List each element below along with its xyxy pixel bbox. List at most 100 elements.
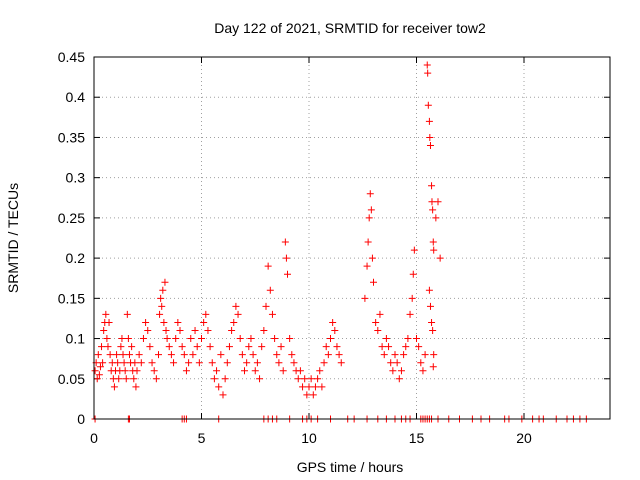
data-point: [413, 335, 420, 343]
data-point: [426, 302, 434, 310]
data-point: [158, 302, 166, 310]
data-point: [290, 359, 298, 367]
data-point: [264, 262, 272, 270]
data-point: [104, 343, 112, 351]
data-point: [119, 351, 127, 359]
data-point: [335, 351, 343, 359]
data-point: [219, 391, 227, 399]
data-point: [364, 238, 372, 246]
data-point: [150, 367, 158, 375]
data-point: [436, 254, 444, 262]
data-point: [202, 310, 210, 318]
data-point: [258, 343, 266, 351]
data-point: [118, 335, 126, 343]
data-point: [307, 375, 315, 383]
data-point: [139, 335, 147, 343]
data-point: [279, 367, 287, 375]
data-point: [404, 335, 412, 343]
data-point: [120, 359, 128, 367]
data-point: [260, 327, 268, 335]
data-point: [238, 351, 246, 359]
data-point: [182, 367, 190, 375]
data-point: [266, 286, 274, 294]
y-tick-label: 0.4: [66, 89, 86, 105]
data-point: [103, 335, 111, 343]
data-point: [195, 359, 203, 367]
data-point: [273, 351, 281, 359]
chart-title: Day 122 of 2021, SRMTID for receiver tow…: [214, 20, 486, 36]
data-point: [94, 351, 102, 359]
data-point: [121, 367, 129, 375]
data-point: [372, 318, 380, 326]
x-tick-label: 5: [198, 430, 206, 446]
data-point: [374, 327, 382, 335]
data-point: [249, 351, 257, 359]
data-point: [296, 367, 304, 375]
x-tick-label: 10: [301, 430, 317, 446]
x-tick-label: 15: [409, 430, 425, 446]
data-point: [429, 238, 437, 246]
data-point: [228, 327, 236, 335]
data-point: [271, 335, 279, 343]
data-point: [176, 327, 184, 335]
data-point: [277, 343, 285, 351]
data-point: [380, 351, 388, 359]
data-point: [419, 367, 427, 375]
data-point: [286, 335, 294, 343]
data-point: [361, 294, 369, 302]
y-tick-label: 0.15: [58, 290, 85, 306]
data-point: [282, 254, 290, 262]
data-point: [230, 318, 238, 326]
y-tick-label: 0.25: [58, 210, 85, 226]
data-point: [429, 206, 437, 214]
data-point: [415, 343, 423, 351]
data-point: [178, 343, 186, 351]
data-point: [155, 351, 162, 359]
data-point: [288, 351, 296, 359]
data-point: [382, 335, 390, 343]
y-tick-label: 0.05: [58, 371, 85, 387]
data-point: [245, 343, 253, 351]
data-point: [378, 343, 386, 351]
data-point: [303, 391, 311, 399]
data-point: [142, 318, 150, 326]
data-point: [253, 359, 261, 367]
data-point: [117, 343, 125, 351]
data-point: [91, 367, 99, 375]
data-point: [425, 286, 433, 294]
data-point: [425, 117, 433, 125]
data-point: [170, 359, 178, 367]
data-point: [428, 198, 436, 206]
data-point: [98, 343, 106, 351]
data-point: [215, 383, 223, 391]
data-point: [318, 383, 326, 391]
data-point: [236, 335, 244, 343]
data-point: [397, 367, 405, 375]
points-layer: [91, 61, 590, 423]
data-point: [200, 318, 208, 326]
data-point: [426, 141, 434, 149]
data-point: [185, 359, 193, 367]
data-point: [106, 351, 114, 359]
data-point: [122, 375, 130, 383]
data-point: [432, 214, 440, 222]
data-point: [144, 327, 152, 335]
data-point: [162, 327, 170, 335]
data-point: [429, 327, 437, 335]
grid-layer: [94, 57, 610, 419]
data-point: [299, 383, 307, 391]
data-point: [131, 359, 139, 367]
y-tick-label: 0.45: [58, 49, 85, 65]
data-point: [251, 367, 259, 375]
data-point: [102, 310, 110, 318]
data-point: [320, 359, 328, 367]
data-point: [316, 367, 324, 375]
data-point: [423, 61, 431, 69]
plot-frame: [93, 56, 611, 420]
data-point: [157, 294, 165, 302]
data-point: [234, 310, 242, 318]
data-point: [387, 359, 395, 367]
data-point: [305, 383, 313, 391]
data-point: [123, 310, 131, 318]
